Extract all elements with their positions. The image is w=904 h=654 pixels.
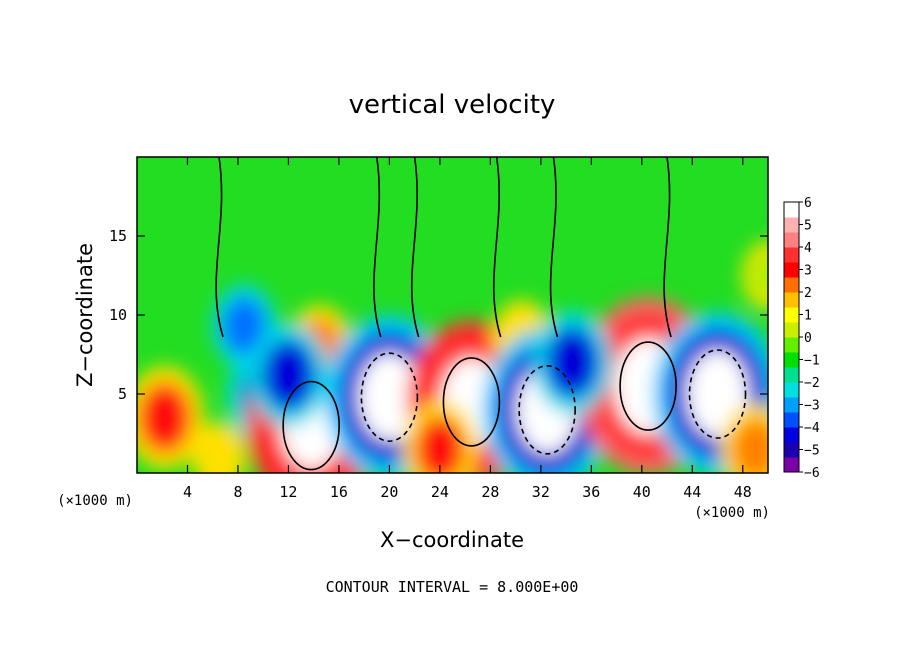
contour-line — [688, 349, 747, 439]
colorbar-label: −6 — [804, 466, 820, 481]
x-axis-label: X−coordinate — [380, 528, 524, 552]
colorbar-segment — [784, 427, 799, 443]
colorbar-label: 3 — [804, 264, 812, 279]
velocity-blobs — [137, 241, 768, 473]
x-tick-label: 24 — [431, 483, 449, 501]
contour-line — [373, 157, 382, 338]
colorbar-segment — [784, 442, 799, 458]
colorbar-label: −2 — [804, 376, 820, 391]
x-tick-label: 36 — [582, 483, 600, 501]
velocity-blob — [402, 400, 477, 473]
colorbar-segment — [784, 277, 799, 293]
velocity-blob — [137, 366, 205, 470]
colorbar-segment — [784, 322, 799, 338]
colorbar-segment — [784, 292, 799, 308]
colorbar-segment — [784, 397, 799, 413]
colorbar-segment — [784, 217, 799, 233]
x-tick-label: 12 — [279, 483, 297, 501]
colorbar-segment — [784, 202, 799, 218]
colorbar-label: 6 — [804, 196, 812, 211]
colorbar-label: −3 — [804, 399, 820, 414]
colorbar-segment — [784, 307, 799, 323]
y-axis-ticks: 5 10 15 — [109, 227, 768, 403]
x-axis-ticks: 4 8 12 16 20 24 28 32 36 40 44 48 — [183, 157, 752, 501]
colorbar-segment — [784, 247, 799, 263]
colorbar-segment — [784, 352, 799, 368]
x-tick-label: 44 — [683, 483, 701, 501]
colorbar-segment — [784, 412, 799, 428]
colorbar-label: 1 — [804, 309, 812, 324]
contour-line — [442, 357, 501, 447]
colorbar-label: 4 — [804, 241, 812, 256]
x-tick-label: 48 — [734, 483, 752, 501]
contour-line — [549, 157, 559, 338]
colorbar-segment — [784, 337, 799, 353]
velocity-blob — [248, 323, 328, 427]
contour-line — [663, 157, 672, 338]
colorbar-label: −5 — [804, 444, 820, 459]
contour-line — [410, 157, 420, 338]
colorbar-label: −1 — [804, 354, 820, 369]
colorbar: 6 5 4 3 2 1 0 −1 −2 −3 −4 −5 −6 — [783, 196, 820, 481]
x-tick-label: 16 — [330, 483, 348, 501]
contour-line — [492, 157, 502, 338]
x-tick-label: 28 — [481, 483, 499, 501]
contour-lines — [215, 157, 747, 471]
contour-interval-note: CONTOUR INTERVAL = 8.000E+00 — [326, 578, 579, 596]
y-unit-label: (×1000 m) — [57, 493, 133, 509]
velocity-blob — [742, 241, 768, 310]
y-tick-label: 15 — [109, 227, 127, 245]
x-tick-label: 20 — [380, 483, 398, 501]
contour-line — [619, 341, 677, 431]
x-tick-label: 4 — [183, 483, 192, 501]
contour-line — [518, 364, 576, 455]
y-tick-label: 5 — [118, 385, 127, 403]
colorbar-label: −4 — [804, 421, 820, 436]
colorbar-segment — [784, 367, 799, 383]
velocity-blob — [192, 422, 246, 473]
colorbar-segment — [784, 262, 799, 278]
chart-title: vertical velocity — [349, 90, 556, 120]
velocity-blob — [720, 404, 768, 473]
colorbar-label: 0 — [804, 331, 812, 346]
colorbar-segment — [784, 232, 799, 248]
velocity-field — [137, 157, 768, 473]
velocity-blob — [532, 310, 612, 415]
x-tick-label: 8 — [233, 483, 242, 501]
x-unit-label: (×1000 m) — [694, 505, 770, 521]
colorbar-segment — [784, 457, 799, 473]
y-axis-label: Z−coordinate — [73, 243, 97, 387]
colorbar-segment — [784, 382, 799, 398]
x-tick-label: 40 — [633, 483, 651, 501]
contour-line — [215, 157, 224, 338]
colorbar-label: 2 — [804, 286, 812, 301]
x-tick-label: 32 — [532, 483, 550, 501]
contour-line — [282, 380, 340, 471]
colorbar-label: 5 — [804, 219, 812, 234]
contour-line — [360, 352, 419, 442]
y-tick-label: 10 — [109, 306, 127, 324]
